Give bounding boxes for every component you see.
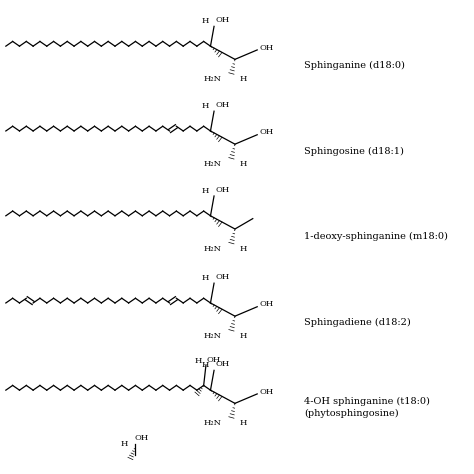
Text: OH: OH [216, 360, 230, 368]
Text: H₂N: H₂N [204, 332, 222, 340]
Text: H: H [239, 332, 247, 340]
Text: H: H [201, 361, 209, 369]
Text: Sphingadiene (d18:2): Sphingadiene (d18:2) [304, 318, 410, 328]
Text: OH: OH [216, 273, 230, 281]
Text: 4-OH sphinganine (t18:0)
(phytosphingosine): 4-OH sphinganine (t18:0) (phytosphingosi… [304, 397, 430, 418]
Text: OH: OH [216, 186, 230, 194]
Text: Sphinganine (d18:0): Sphinganine (d18:0) [304, 61, 405, 70]
Text: H₂N: H₂N [204, 419, 222, 427]
Text: H: H [239, 160, 247, 168]
Text: H: H [201, 187, 209, 195]
Text: H: H [121, 440, 128, 448]
Text: H: H [239, 245, 247, 253]
Text: OH: OH [259, 44, 273, 52]
Text: 1-deoxy-sphinganine (m18:0): 1-deoxy-sphinganine (m18:0) [304, 231, 448, 241]
Text: OH: OH [216, 17, 230, 25]
Text: H₂N: H₂N [204, 160, 222, 168]
Text: H: H [239, 419, 247, 427]
Text: OH: OH [216, 101, 230, 109]
Text: H₂N: H₂N [204, 245, 222, 253]
Text: OH: OH [259, 128, 273, 137]
Text: H₂N: H₂N [204, 75, 222, 83]
Text: OH: OH [259, 301, 273, 309]
Text: OH: OH [135, 434, 149, 441]
Text: H: H [194, 357, 201, 365]
Text: H: H [239, 75, 247, 83]
Text: H: H [201, 18, 209, 26]
Text: OH: OH [259, 388, 273, 396]
Text: H: H [201, 102, 209, 110]
Text: H: H [201, 274, 209, 282]
Text: Sphingosine (d18:1): Sphingosine (d18:1) [304, 146, 404, 156]
Text: OH: OH [207, 356, 221, 364]
